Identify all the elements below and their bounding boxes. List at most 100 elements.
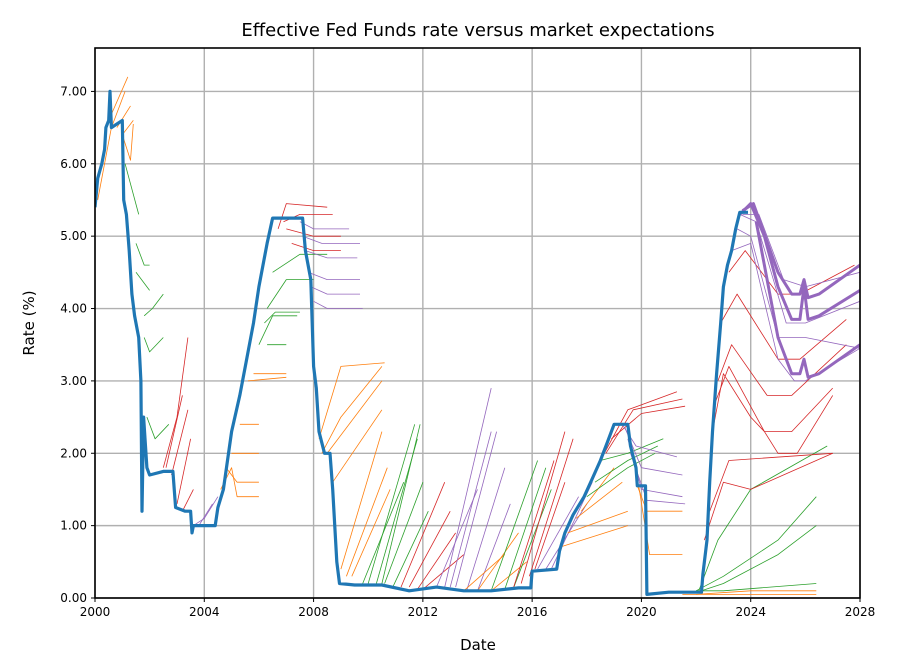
forward-curve-green: [392, 511, 429, 588]
forward-curve-red: [714, 365, 834, 454]
chart-title: Effective Fed Funds rate versus market e…: [241, 20, 714, 41]
forward-curve-green: [258, 315, 298, 345]
x-axis-label: Date: [460, 636, 496, 654]
x-tick-label: 2004: [189, 605, 220, 619]
forward-curve-orange: [567, 510, 628, 534]
forward-curve-orange: [340, 431, 383, 570]
forward-curve-orange: [247, 376, 287, 382]
y-tick-label: 3.00: [60, 374, 87, 388]
forward-curve-purple: [436, 489, 478, 588]
forward-curve-orange: [638, 485, 683, 555]
forward-curve-purple: [305, 250, 358, 259]
forward-curve-orange: [321, 366, 383, 454]
x-tick-label: 2000: [80, 605, 111, 619]
forward-curve-orange: [463, 554, 506, 592]
forward-curve-green: [272, 253, 328, 273]
forward-curve-red: [291, 243, 341, 252]
forward-curve-red: [605, 398, 683, 454]
forward-curve-orange: [326, 380, 383, 454]
forward-curve-green: [594, 445, 658, 483]
forward-curve-green: [695, 496, 817, 592]
forward-curve-purple: [537, 496, 579, 570]
forward-curve-green: [135, 243, 150, 266]
main-series: [95, 89, 748, 597]
forward-curve-red: [534, 482, 566, 570]
forward-curve-red: [600, 391, 678, 461]
y-tick-label: 5.00: [60, 229, 87, 243]
forward-curve-orange: [559, 525, 628, 548]
forward-curve-green: [384, 482, 424, 584]
forward-curve-purple: [624, 427, 683, 476]
x-tick-label: 2016: [517, 605, 548, 619]
forward-curve-purple: [736, 228, 860, 349]
forward-curve-red: [529, 438, 574, 577]
forward-curve-red: [286, 228, 341, 237]
y-tick-label: 4.00: [60, 302, 87, 316]
forward-curve-green: [600, 438, 664, 461]
forward-curve-green: [124, 163, 140, 215]
forward-curve-green: [698, 445, 828, 591]
forward-curve-orange: [346, 467, 388, 577]
forward-curve-green: [367, 424, 416, 584]
forward-curve-red: [165, 395, 183, 468]
highlighted-forward-curve-purple: [754, 221, 860, 379]
forward-curve-green: [586, 452, 656, 498]
forward-curve-purple: [313, 300, 363, 309]
forward-curve-orange: [696, 590, 817, 595]
forward-curve-orange: [97, 127, 112, 201]
forward-curve-green: [135, 272, 150, 291]
forward-curve-purple: [449, 431, 492, 588]
y-tick-label: 7.00: [60, 84, 87, 98]
forward-curve-purple: [193, 496, 219, 526]
forward-curve-red: [277, 203, 328, 230]
y-tick-label: 0.00: [60, 591, 87, 605]
forward-curve-orange: [351, 489, 391, 577]
forward-curve-orange: [121, 123, 134, 161]
gridlines: [94, 48, 861, 599]
forward-curve-purple: [477, 503, 511, 591]
forward-curve-red: [520, 431, 566, 584]
y-axis-label: Rate (%): [20, 290, 38, 355]
highlighted-forward-curve-purple: [741, 202, 860, 300]
effective-fed-funds-line: [95, 89, 748, 597]
x-tick-label: 2028: [845, 605, 876, 619]
highlighted-forward-curve-purple: [738, 202, 860, 321]
forward-curve-orange: [121, 120, 134, 136]
forward-curve-red: [709, 452, 833, 512]
forward-curve-red: [512, 460, 555, 590]
forward-curve-green: [143, 337, 164, 353]
forward-curve-green: [701, 525, 817, 592]
forward-curve-red: [417, 532, 456, 590]
forward-curve-red: [162, 337, 189, 468]
plot-frame: [94, 47, 861, 599]
forward-curve-green: [490, 460, 538, 591]
forward-curve-purple: [444, 388, 492, 588]
y-tick-label: 6.00: [60, 157, 87, 171]
forward-curve-red: [182, 489, 194, 512]
forward-curve-orange: [332, 409, 383, 483]
forward-curves: [97, 76, 860, 595]
forward-curve-red: [171, 409, 189, 476]
forward-curve-orange: [318, 362, 385, 439]
forward-curve-orange: [111, 91, 126, 128]
forward-curve-green: [512, 489, 552, 590]
forward-curve-green: [266, 279, 314, 309]
x-tick-label: 2024: [735, 605, 766, 619]
y-tick-label: 1.00: [60, 519, 87, 533]
forward-curve-purple: [302, 235, 360, 244]
forward-curve-green: [264, 311, 300, 324]
forward-curve-purple: [299, 221, 350, 230]
forward-curve-red: [176, 438, 191, 504]
forward-curve-purple: [310, 286, 360, 295]
forward-curve-red: [400, 482, 446, 588]
forward-curve-purple: [198, 503, 213, 526]
forward-curve-red: [611, 405, 686, 440]
forward-curve-red: [712, 373, 833, 433]
forward-curve-green: [143, 293, 164, 317]
forward-curve-red: [703, 452, 833, 541]
forward-curve-purple: [739, 214, 860, 324]
forward-curve-purple: [466, 467, 506, 591]
forward-curve-green: [381, 424, 421, 584]
forward-curve-purple: [307, 271, 360, 281]
